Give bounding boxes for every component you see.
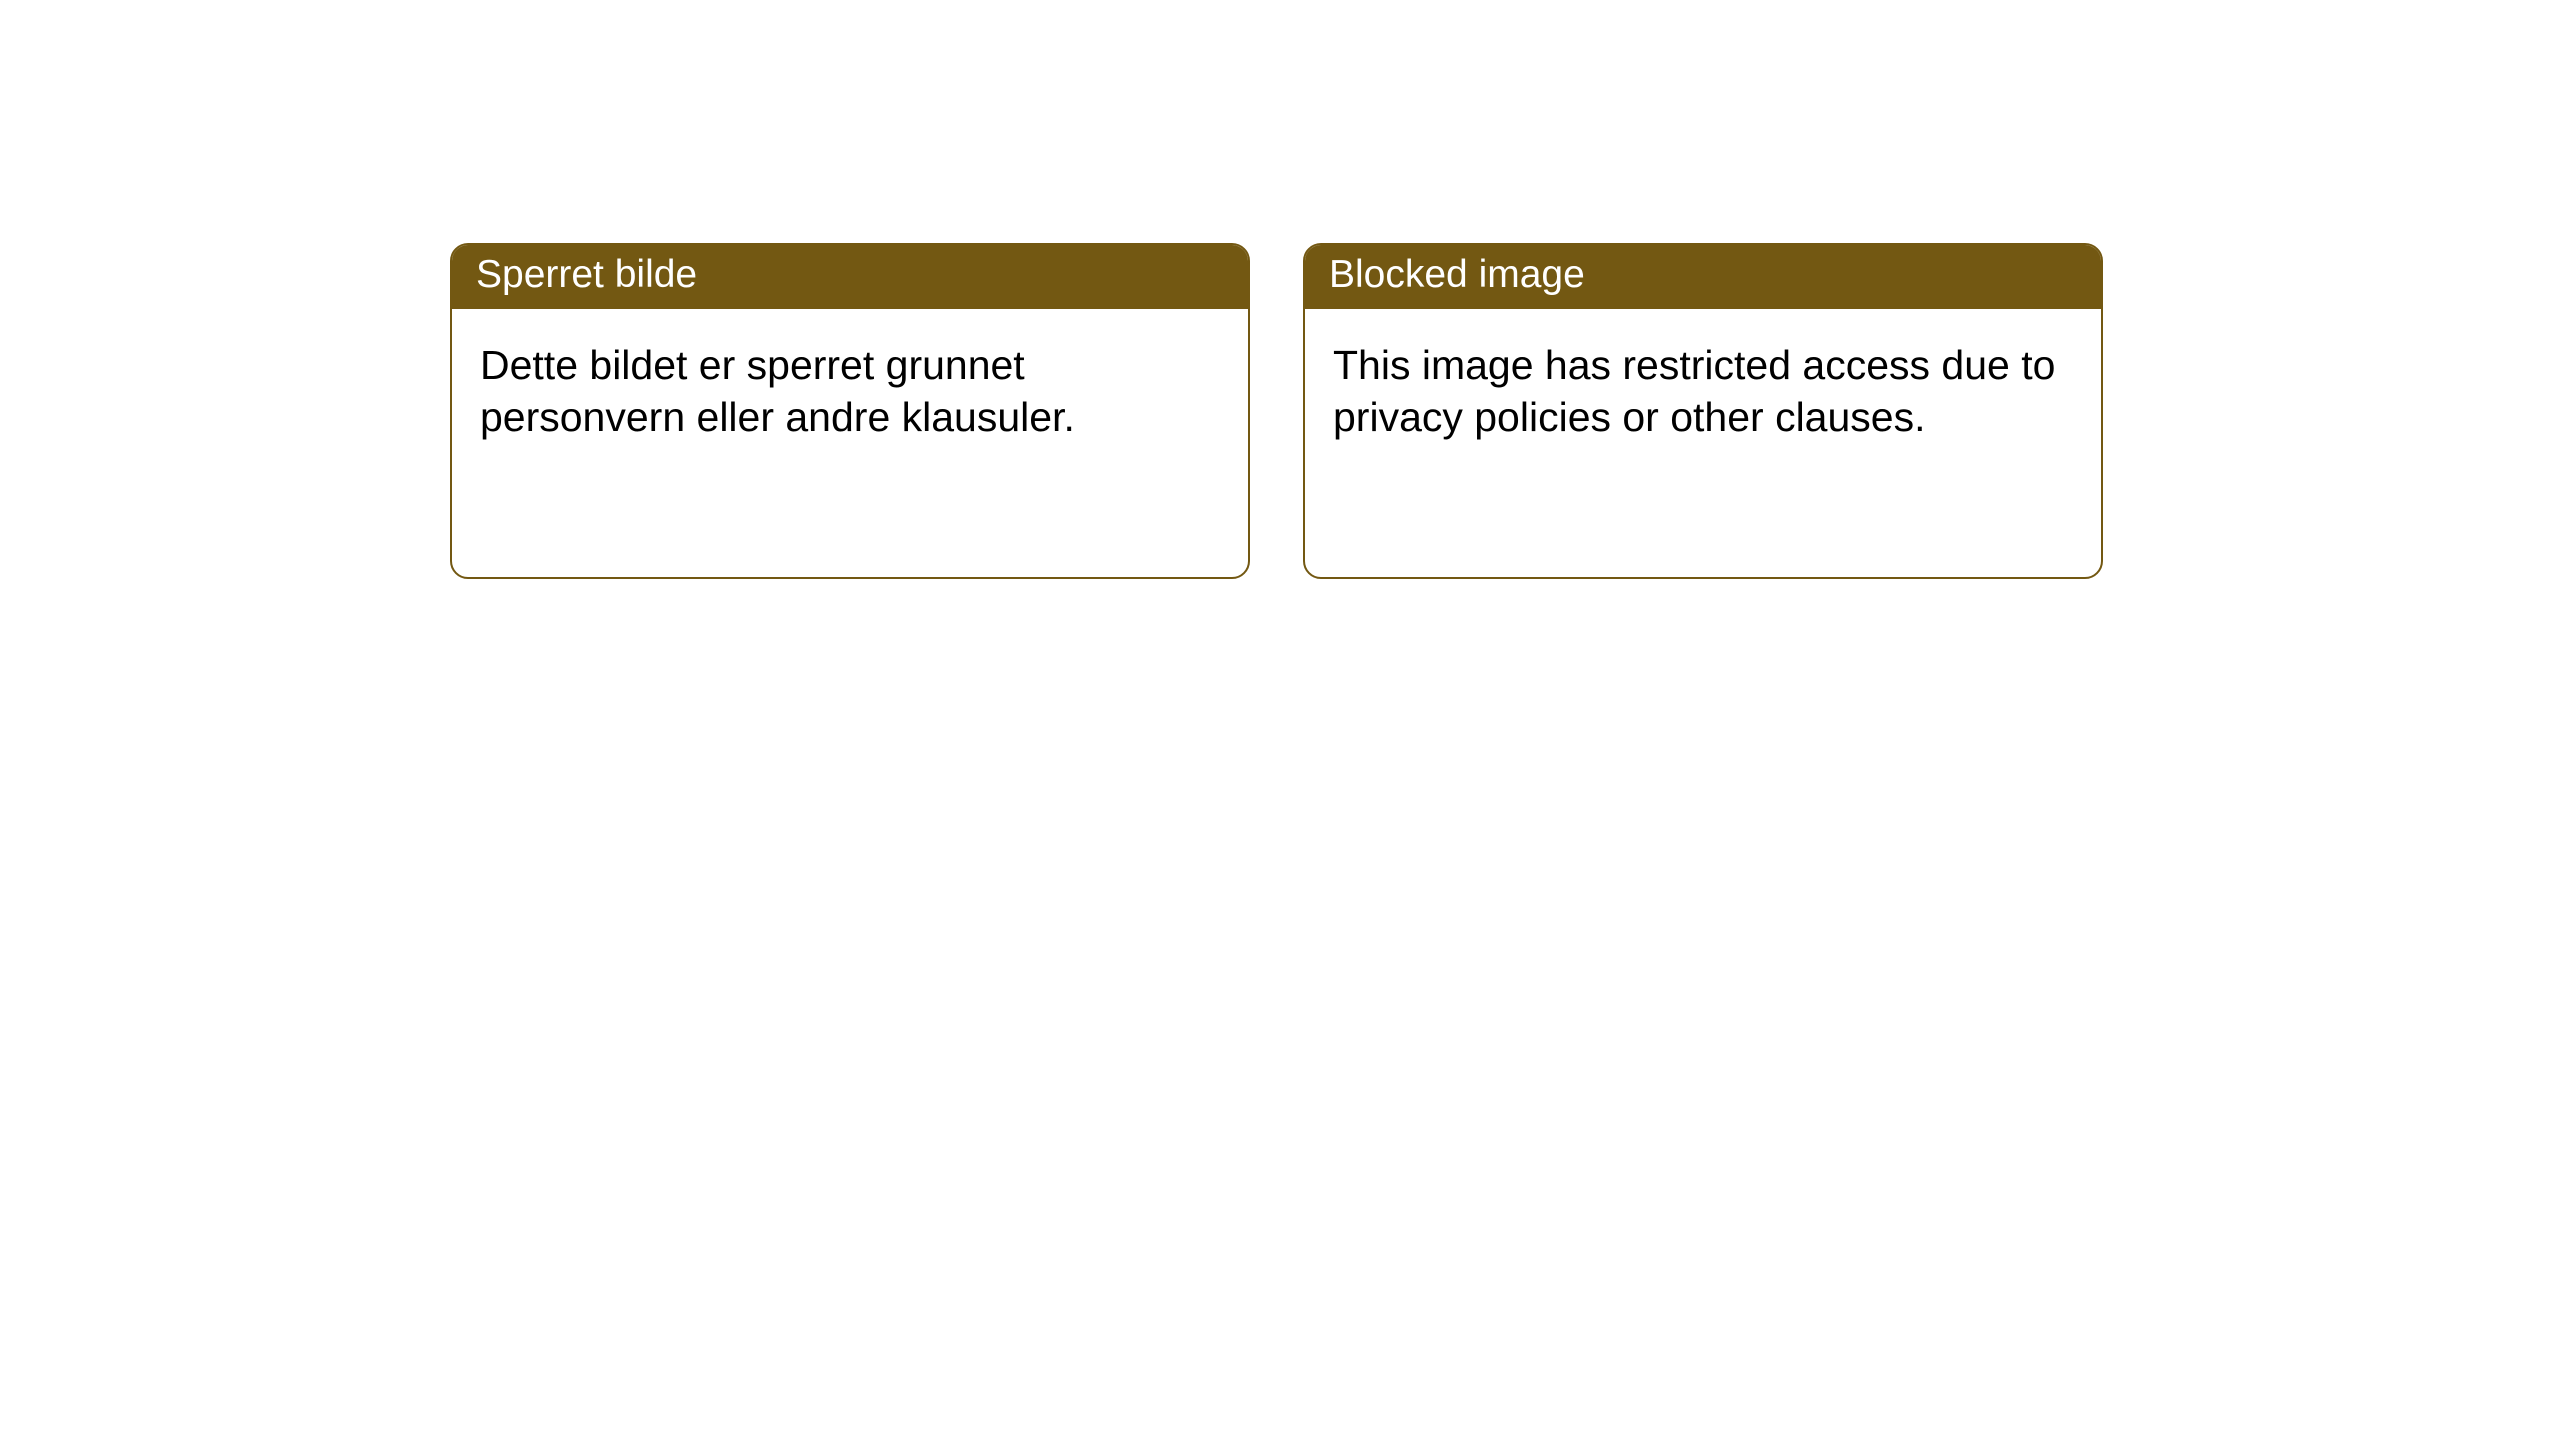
notice-card-en: Blocked image This image has restricted … — [1303, 243, 2103, 579]
notice-card-body: This image has restricted access due to … — [1305, 309, 2101, 468]
notice-card-row: Sperret bilde Dette bildet er sperret gr… — [450, 243, 2103, 579]
notice-card-header: Blocked image — [1305, 245, 2101, 309]
notice-card-header: Sperret bilde — [452, 245, 1248, 309]
notice-card-body: Dette bildet er sperret grunnet personve… — [452, 309, 1248, 468]
notice-card-no: Sperret bilde Dette bildet er sperret gr… — [450, 243, 1250, 579]
